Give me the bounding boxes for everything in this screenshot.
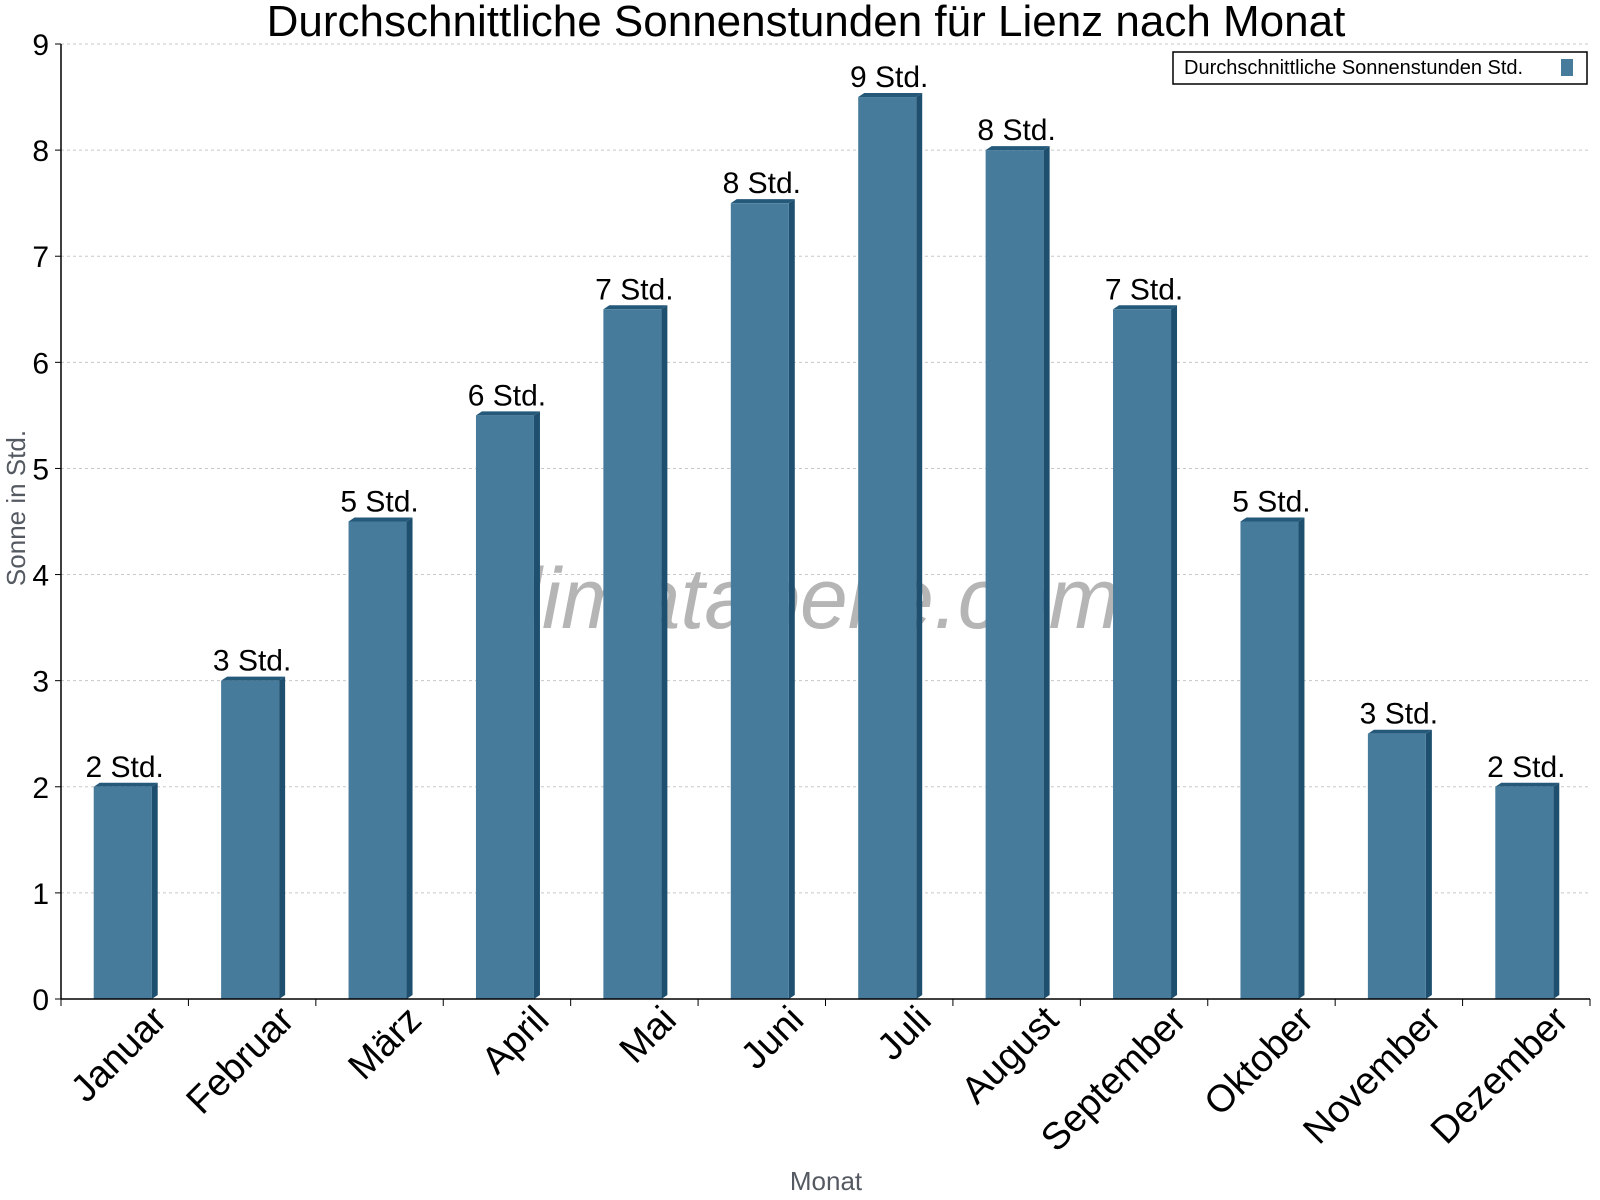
- x-tick-label: März: [340, 999, 429, 1088]
- y-tick-label: 6: [32, 347, 49, 380]
- bars: [93, 93, 1560, 1000]
- bar: [603, 309, 662, 999]
- legend-label: Durchschnittliche Sonnenstunden Std.: [1184, 57, 1523, 79]
- bar-side: [406, 517, 413, 999]
- bar-side: [1043, 146, 1050, 1000]
- bar: [985, 150, 1044, 1000]
- y-tick-labels: 0 1 2 3 4 5 6 7 8 9: [32, 29, 49, 1017]
- x-tick-label: April: [474, 999, 557, 1082]
- bar-side: [1553, 782, 1560, 999]
- bar: [1240, 521, 1299, 999]
- bar-top: [1113, 305, 1178, 310]
- axes: [55, 43, 1591, 1006]
- x-tick-label: Januar: [63, 998, 175, 1110]
- bar: [1367, 733, 1426, 999]
- data-label: 2 Std.: [86, 751, 164, 784]
- x-tick-label: November: [1296, 998, 1450, 1152]
- bar-side: [788, 199, 795, 999]
- x-tick-label: Juni: [733, 999, 812, 1078]
- bar-side: [151, 782, 158, 999]
- bar-top: [475, 411, 540, 416]
- bar: [348, 521, 407, 999]
- gridlines: [61, 43, 1590, 894]
- x-tick-label: August: [954, 998, 1068, 1112]
- bar: [858, 97, 917, 1000]
- y-tick-label: 2: [32, 772, 49, 805]
- y-tick-label: 5: [32, 453, 49, 486]
- bar-side: [1298, 517, 1305, 999]
- bar-side: [916, 93, 923, 1000]
- value-labels: 2 Std. 3 Std. 5 Std. 6 Std. 7 Std. 8 Std. 9 St…: [86, 61, 1566, 784]
- bar-side: [533, 411, 540, 999]
- data-label: 5 Std.: [1232, 486, 1310, 519]
- bar-top: [221, 676, 286, 681]
- bar-side: [1171, 305, 1178, 999]
- bar: [1495, 786, 1554, 999]
- y-tick-label: 0: [32, 984, 49, 1017]
- y-tick-label: 7: [32, 241, 49, 274]
- bar: [93, 786, 152, 999]
- legend-swatch: [1561, 59, 1573, 76]
- bar-side: [1425, 729, 1432, 999]
- data-label: 6 Std.: [468, 379, 546, 412]
- legend: Durchschnittliche Sonnenstunden Std.: [1172, 51, 1588, 85]
- x-tick-label: Februar: [179, 998, 303, 1122]
- y-tick-label: 8: [32, 135, 49, 168]
- bar-top: [858, 93, 923, 98]
- y-axis-title: Sonne in Std.: [1, 430, 31, 586]
- bar-top: [985, 146, 1050, 151]
- data-label: 8 Std.: [723, 167, 801, 200]
- data-label: 5 Std.: [340, 486, 418, 519]
- data-label: 7 Std.: [595, 273, 673, 306]
- bar-top: [730, 199, 795, 204]
- x-tick-label: Mai: [612, 999, 685, 1072]
- y-tick-label: 9: [32, 29, 49, 62]
- y-tick-label: 1: [32, 878, 49, 911]
- x-tick-labels: Januar Februar März April Mai Juni Juli AugustS…: [63, 998, 1577, 1159]
- data-label: 9 Std.: [850, 61, 928, 94]
- bar-top: [1367, 729, 1432, 734]
- data-label: 3 Std.: [213, 645, 291, 678]
- bar-top: [93, 782, 158, 787]
- bar-side: [279, 676, 286, 999]
- data-label: 7 Std.: [1105, 273, 1183, 306]
- chart-title: Durchschnittliche Sonnenstunden für Lien…: [267, 0, 1346, 46]
- bar-side: [661, 305, 668, 999]
- x-axis-title: Monat: [790, 1166, 863, 1196]
- x-tick-label: Juli: [870, 999, 940, 1069]
- y-tick-label: 3: [32, 666, 49, 699]
- legend-box: [1172, 51, 1588, 85]
- bar: [475, 415, 534, 999]
- bar: [730, 203, 789, 999]
- bar-top: [348, 517, 413, 522]
- bar-top: [1240, 517, 1305, 522]
- bar-top: [603, 305, 668, 310]
- bar-top: [1495, 782, 1560, 787]
- data-label: 3 Std.: [1360, 698, 1438, 731]
- x-tick-label: Dezember: [1423, 998, 1577, 1152]
- data-label: 8 Std.: [977, 114, 1055, 147]
- data-label: 2 Std.: [1487, 751, 1565, 784]
- bar: [221, 680, 280, 999]
- y-tick-label: 4: [32, 560, 49, 593]
- x-tick-label: Oktober: [1197, 998, 1323, 1124]
- bar: [1113, 309, 1172, 999]
